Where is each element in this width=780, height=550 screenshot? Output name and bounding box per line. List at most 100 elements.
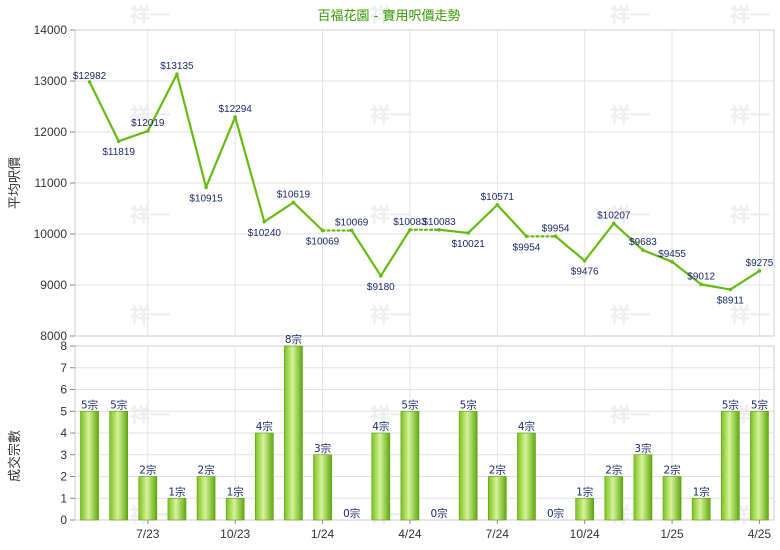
line-segment: [204, 115, 237, 189]
bar-chart-y-ticks: 0 1 2 3 4 5 6 7 8: [60, 339, 75, 527]
x-tick-label: 7/23: [136, 527, 160, 541]
bar-y-tick-label: 2: [60, 470, 67, 484]
bar-value-label: 2宗: [663, 464, 680, 477]
bar: [458, 410, 478, 521]
bar-value-label: 5宗: [110, 398, 127, 411]
line-point: [437, 227, 441, 232]
bar: [662, 476, 682, 521]
line-point: [524, 234, 529, 239]
line-point: [670, 259, 674, 264]
line-point: [379, 274, 383, 278]
bar-value-label: 5宗: [401, 398, 418, 411]
line-point: [146, 129, 150, 133]
line-y-tick-label: 9000: [40, 278, 67, 292]
bar: [254, 432, 274, 521]
bar-value-label: 5宗: [81, 398, 98, 411]
bar-value-label: 1宗: [227, 485, 244, 498]
line-point: [495, 203, 500, 207]
bar-value-label: 8宗: [285, 333, 302, 346]
line-segment: [670, 260, 703, 286]
bar-y-tick-label: 8: [60, 339, 67, 353]
bar-y-tick-label: 0: [60, 513, 67, 527]
line-segment: [496, 203, 528, 238]
bar: [487, 476, 507, 521]
bar: [750, 410, 769, 521]
line-y-tick-label: 14000: [34, 23, 68, 37]
bar-value-label: 0宗: [547, 507, 564, 520]
bar: [517, 432, 536, 521]
line-point-label: $10240: [248, 228, 282, 239]
line-point-label: $9455: [658, 249, 686, 260]
line-point: [728, 287, 733, 292]
bar-value-label: 3宗: [314, 442, 331, 455]
x-tick-label: 4/24: [398, 527, 422, 541]
line-y-tick-label: 8000: [40, 329, 67, 343]
line-point-label: $9683: [629, 237, 657, 248]
line-point-label: $9954: [542, 223, 570, 234]
bar-value-label: 0宗: [343, 507, 360, 520]
bar: [575, 497, 595, 521]
line-segment: [379, 228, 412, 277]
bar: [313, 454, 332, 521]
bar-value-label: 4宗: [256, 420, 273, 433]
watermark-text: 祥一: [130, 3, 170, 27]
x-tick-label: 10/24: [570, 527, 600, 541]
line-segment: [641, 249, 674, 263]
line-segment: [292, 201, 324, 232]
line-point: [262, 219, 267, 224]
bar: [371, 432, 391, 521]
bar-y-tick-label: 6: [60, 383, 67, 397]
bar-value-label: 2宗: [197, 464, 214, 477]
line-segment: [467, 203, 499, 235]
bar-value-label: 4宗: [518, 420, 535, 433]
line-point-label: $12294: [219, 104, 253, 115]
line-chart-y-label: 平均呎價: [8, 157, 23, 209]
bar: [80, 410, 99, 521]
line-point-label: $10083: [422, 217, 456, 228]
line-segment: [117, 129, 149, 143]
bar: [167, 497, 187, 521]
bar-value-labels: 5宗 5宗 2宗 1宗 2宗 1宗 4宗 8宗 3宗 0宗 4宗 5宗 0宗 5宗 2宗 4宗 0宗 1宗 2宗 3宗…: [81, 333, 768, 520]
line-point: [582, 258, 587, 263]
bar-value-label: 0宗: [430, 507, 447, 520]
line-point: [349, 228, 354, 233]
watermark-text: 祥一: [130, 203, 170, 227]
line-point: [116, 139, 121, 144]
watermark-text: 祥一: [730, 103, 770, 127]
line-point-labels: $12982 $11819 $12019 $13135 $10915 $12294 $102…: [73, 61, 774, 306]
line-point-label: $8911: [717, 296, 745, 307]
line-segment: [612, 222, 645, 252]
line-y-tick-label: 13000: [34, 74, 68, 88]
bar-value-label: 5宗: [460, 398, 477, 411]
line-segment: [350, 229, 382, 277]
line-point-label: $10083: [393, 217, 427, 228]
watermark-text: 祥一: [610, 103, 650, 127]
bar-value-label: 1宗: [168, 485, 185, 498]
line-point: [553, 234, 558, 239]
watermark-text: 祥一: [130, 403, 170, 427]
line-point-label: $10915: [189, 193, 223, 204]
watermark-text: 祥一: [610, 303, 650, 327]
x-tick-label: 4/25: [748, 527, 772, 541]
line-segment: [175, 73, 208, 189]
watermark-text: 祥一: [370, 303, 410, 327]
line-segment: [583, 222, 615, 262]
bar-y-tick-label: 3: [60, 448, 67, 462]
bar-y-tick-label: 7: [60, 361, 67, 375]
watermark-text: 祥一: [370, 203, 410, 227]
line-point: [757, 269, 762, 273]
line-segment: [146, 73, 179, 133]
bar-y-tick-label: 4: [60, 426, 67, 440]
line-point: [641, 248, 645, 252]
bar: [633, 454, 653, 521]
line-chart-y-ticks: 8000 9000 10000 11000 12000 13000 14000: [34, 23, 75, 343]
bar: [691, 497, 711, 521]
bar: [604, 476, 624, 521]
line-point-label: $9954: [513, 242, 541, 253]
line-segment: [88, 80, 120, 143]
bar: [720, 410, 740, 521]
watermark-text: 祥一: [370, 3, 410, 27]
line-point-label: $10207: [597, 210, 631, 221]
bar-y-tick-label: 5: [60, 404, 67, 418]
line-point-label: $9012: [687, 271, 715, 282]
